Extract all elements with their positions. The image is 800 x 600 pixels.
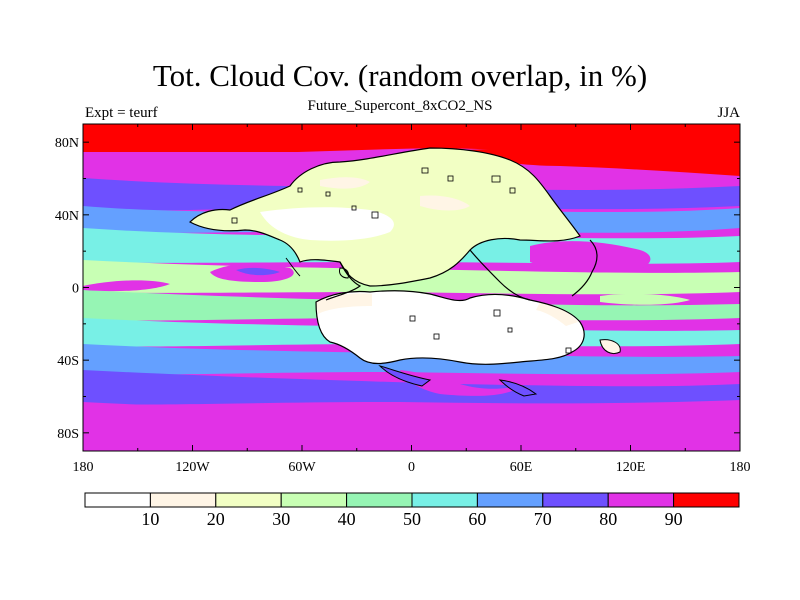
colorbar-label: 60 [468, 509, 486, 529]
colorbar: 10 20 30 40 50 60 70 80 90 [84, 492, 740, 529]
colorbar-label: 70 [534, 509, 552, 529]
colorbar-swatch [84, 492, 151, 508]
x-tick-label: 120W [175, 460, 210, 475]
colorbar-label: 40 [338, 509, 356, 529]
colorbar-swatch [411, 492, 478, 508]
map-title: Tot. Cloud Cov. (random overlap, in %) [152, 58, 648, 93]
latitude-axis: 80N 40N 0 40S 80S [55, 136, 740, 442]
y-tick-label: 0 [72, 282, 79, 297]
colorbar-label: 90 [665, 509, 683, 529]
colorbar-label: 80 [599, 509, 617, 529]
colorbar-swatch [215, 492, 282, 508]
x-tick-label: 180 [730, 460, 751, 475]
x-tick-label: 0 [408, 460, 415, 475]
colorbar-label: 10 [141, 509, 159, 529]
map-subtitle: Future_Supercont_8xCO2_NS [307, 98, 493, 114]
colorbar-swatch [149, 492, 217, 508]
colorbar-label: 30 [272, 509, 290, 529]
colorbar-swatch [280, 492, 348, 508]
x-tick-label: 60W [288, 460, 316, 475]
y-tick-label: 40N [55, 209, 79, 224]
colorbar-label: 20 [207, 509, 225, 529]
experiment-label: Expt = teurf [85, 105, 158, 121]
y-tick-label: 80N [55, 136, 79, 151]
x-tick-label: 60E [510, 460, 533, 475]
colorbar-swatch [673, 492, 740, 508]
colorbar-swatch [476, 492, 544, 508]
season-label: JJA [717, 105, 740, 121]
colorbar-swatch [346, 492, 413, 508]
x-tick-label: 120E [616, 460, 646, 475]
y-tick-label: 40S [57, 354, 79, 369]
colorbar-label: 50 [403, 509, 421, 529]
cloud-field [83, 124, 740, 451]
y-tick-label: 80S [57, 427, 79, 442]
longitude-axis: 180 120W 60W 0 60E 120E 180 [73, 124, 751, 475]
x-tick-label: 180 [73, 460, 94, 475]
colorbar-swatch [542, 492, 609, 508]
colorbar-swatch [607, 492, 675, 508]
